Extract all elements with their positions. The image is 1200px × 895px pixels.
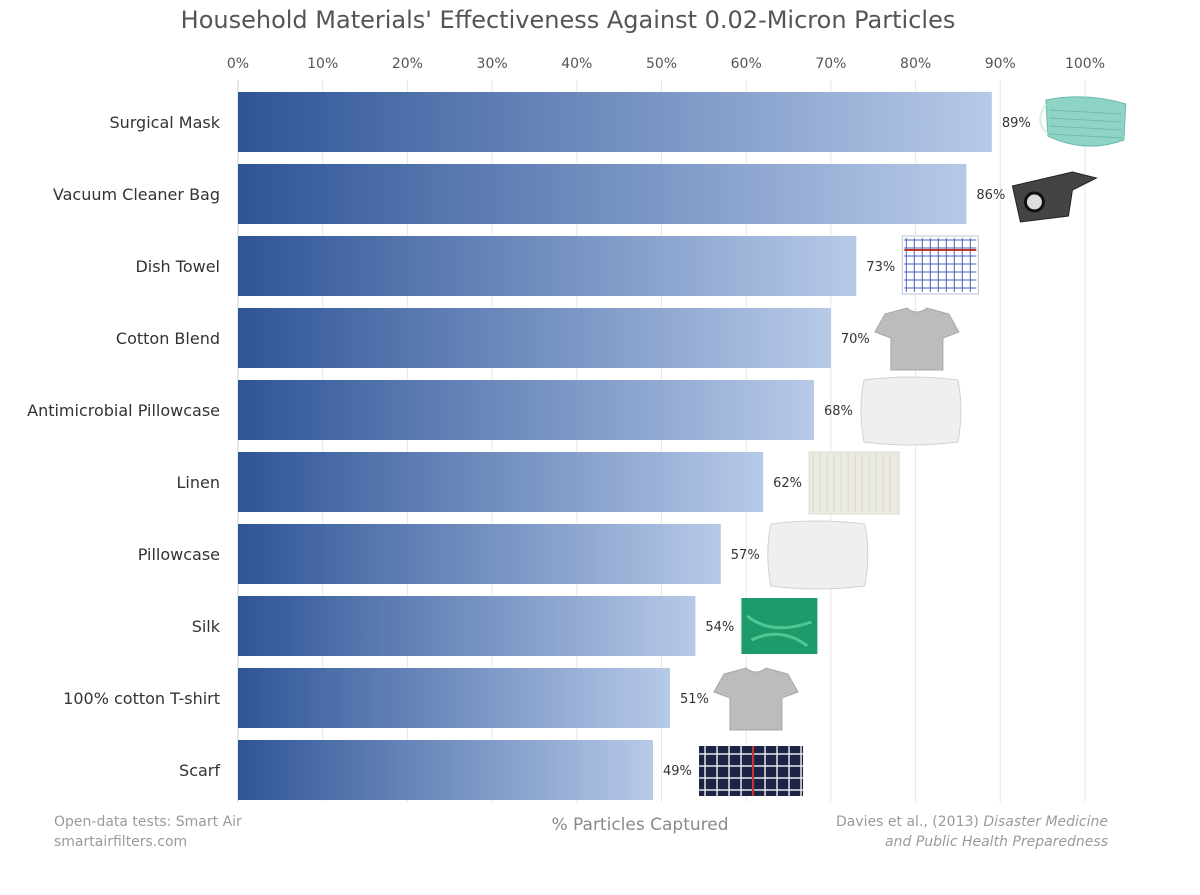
value-label: 54% — [705, 620, 734, 635]
category-label: Linen — [177, 473, 220, 492]
x-tick-label: 50% — [646, 56, 677, 72]
value-label: 86% — [976, 188, 1005, 203]
source-right: Davies et al., (2013) Disaster Medicine … — [836, 812, 1108, 852]
linen-swatch-icon — [808, 451, 900, 515]
category-labels: Surgical Mask Vacuum Cleaner Bag Dish Towe… — [27, 113, 221, 780]
category-label: Cotton Blend — [116, 329, 220, 348]
bar — [238, 236, 857, 296]
x-tick-label: 30% — [477, 56, 508, 72]
source-left-line1: Open-data tests: Smart Air — [54, 814, 242, 830]
bar — [238, 524, 721, 584]
value-label: 73% — [866, 260, 895, 275]
vacuum-bag-icon — [1011, 171, 1098, 223]
surgical-mask-icon — [1039, 96, 1127, 147]
value-label: 70% — [841, 332, 870, 347]
category-label: Scarf — [179, 761, 220, 780]
category-label: Pillowcase — [138, 545, 220, 564]
value-label: 49% — [663, 764, 692, 779]
source-right-italic1: Disaster Medicine — [983, 814, 1108, 830]
category-label: Surgical Mask — [109, 113, 220, 132]
value-label: 89% — [1002, 116, 1031, 131]
value-label: 51% — [680, 692, 709, 707]
x-axis-ticks: 0% 10% 20% 30% 40% 50% 60% 70% 80% 90% 100% — [227, 56, 1105, 72]
bar — [238, 380, 814, 440]
value-label: 62% — [773, 476, 802, 491]
bar — [238, 452, 764, 512]
x-tick-label: 60% — [731, 56, 762, 72]
source-left-line2: smartairfilters.com — [54, 834, 188, 850]
x-tick-label: 40% — [561, 56, 592, 72]
category-label: Antimicrobial Pillowcase — [27, 401, 220, 420]
value-label: 68% — [824, 404, 853, 419]
bar — [238, 92, 992, 152]
source-left: Open-data tests: Smart Air smartairfilte… — [54, 812, 242, 852]
plaid-scarf-icon — [699, 746, 804, 796]
value-label: 57% — [731, 548, 760, 563]
material-icons — [699, 96, 1127, 796]
bar — [238, 596, 696, 656]
bar — [238, 164, 967, 224]
x-tick-label: 20% — [392, 56, 423, 72]
bar — [238, 740, 654, 800]
x-tick-label: 100% — [1065, 56, 1105, 72]
bar — [238, 308, 831, 368]
bars — [238, 92, 992, 800]
bar — [238, 668, 670, 728]
cotton-tshirt-icon — [874, 307, 960, 371]
source-right-italic2: and Public Health Preparedness — [885, 834, 1108, 850]
x-tick-label: 70% — [815, 56, 846, 72]
tshirt-icon — [713, 667, 799, 731]
category-label: 100% cotton T-shirt — [63, 689, 220, 708]
x-tick-label: 0% — [227, 56, 249, 72]
x-axis-label: % Particles Captured — [551, 815, 729, 835]
category-label: Dish Towel — [135, 257, 220, 276]
dish-towel-icon — [901, 235, 979, 295]
pillow-icon — [767, 520, 869, 590]
value-labels: 89% 86% 73% 70% 68% 62% 57% 54% 51% 49% — [663, 116, 1031, 779]
pillow-icon — [860, 376, 962, 446]
category-label: Silk — [192, 617, 221, 636]
x-tick-label: 90% — [985, 56, 1016, 72]
chart-title: Household Materials' Effectiveness Again… — [180, 6, 956, 34]
silk-cloth-icon — [741, 598, 818, 654]
category-label: Vacuum Cleaner Bag — [53, 185, 220, 204]
x-tick-label: 80% — [900, 56, 931, 72]
source-right-plain: Davies et al., (2013) — [836, 814, 984, 830]
x-tick-label: 10% — [307, 56, 338, 72]
